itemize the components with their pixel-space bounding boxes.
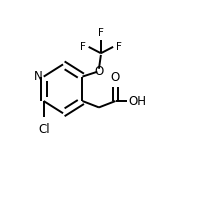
Text: O: O (94, 65, 104, 78)
Text: F: F (80, 42, 86, 52)
Text: F: F (116, 42, 122, 52)
Text: OH: OH (129, 95, 147, 107)
Text: N: N (34, 70, 43, 83)
Text: Cl: Cl (38, 123, 50, 136)
Text: F: F (98, 28, 104, 38)
Text: O: O (111, 71, 120, 84)
